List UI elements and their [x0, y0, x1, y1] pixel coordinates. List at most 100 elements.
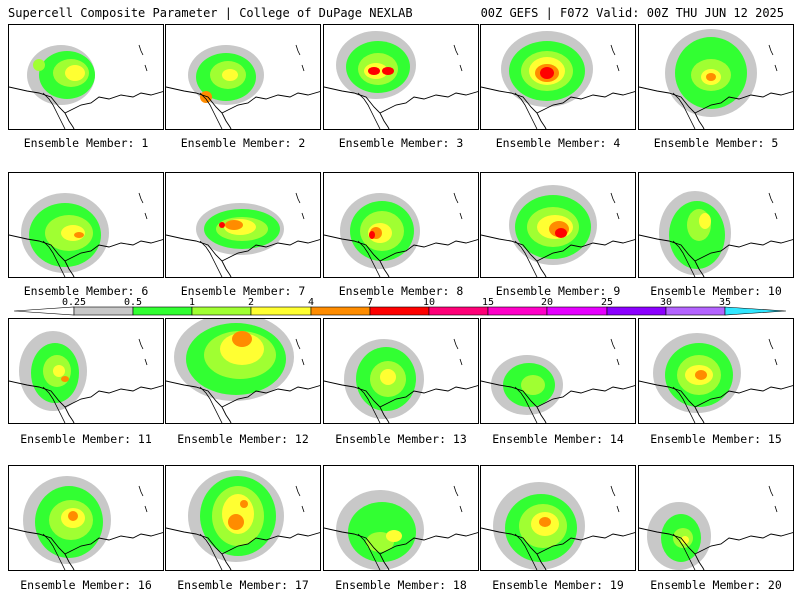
- lake-line: [138, 192, 148, 220]
- scp-contour-green: [348, 502, 416, 562]
- scp-contour-orange: [539, 517, 551, 527]
- lake-line: [768, 338, 778, 366]
- coastline-line: [9, 527, 163, 570]
- lake-line: [768, 44, 778, 72]
- scp-field-5: [639, 29, 793, 129]
- coastline-line: [639, 234, 793, 277]
- ensemble-member-map-18: [323, 465, 479, 571]
- color-scale-tick-label: 30: [659, 297, 673, 308]
- ensemble-member-label: Ensemble Member: 10: [650, 284, 782, 298]
- coastline-line: [324, 234, 478, 277]
- ensemble-member-map-4: [480, 24, 636, 130]
- color-scale-segment: [606, 306, 667, 316]
- coastline-line: [481, 380, 635, 423]
- color-scale-segment: [13, 306, 75, 316]
- lake-line: [295, 44, 305, 72]
- model-run-info: 00Z GEFS | F072 Valid: 00Z THU JUN 12 20…: [480, 6, 784, 20]
- color-scale-tick-label: 4: [307, 297, 315, 308]
- scp-field-8: [324, 192, 478, 277]
- scp-field-2: [166, 44, 320, 129]
- ensemble-member-label: Ensemble Member: 13: [335, 432, 467, 446]
- ensemble-member-map-7: [165, 172, 321, 278]
- scp-field-18: [324, 485, 478, 570]
- color-scale-tick-label: 10: [422, 297, 436, 308]
- scp-field-1: [9, 44, 163, 129]
- ensemble-member-map-19: [480, 465, 636, 571]
- scp-field-10: [639, 191, 793, 277]
- scp-field-9: [481, 185, 635, 277]
- lake-line: [453, 44, 463, 72]
- ensemble-member-label: Ensemble Member: 3: [338, 136, 464, 150]
- color-scale-segment: [487, 306, 548, 316]
- color-scale-segment: [310, 306, 371, 316]
- border-line: [199, 240, 223, 277]
- color-scale-segment: [191, 306, 252, 316]
- scp-contour-yellow: [53, 365, 65, 377]
- color-scale-segment: [665, 306, 726, 316]
- color-scale-tick-label: 15: [481, 297, 495, 308]
- ensemble-member-label: Ensemble Member: 5: [653, 136, 779, 150]
- ensemble-member-label: Ensemble Member: 18: [335, 578, 467, 592]
- color-scale-tick-label: 2: [247, 297, 255, 308]
- color-scale-segment: [369, 306, 430, 316]
- lake-line: [610, 338, 620, 366]
- scp-contour-orange: [240, 500, 248, 508]
- scp-field-7: [166, 192, 320, 277]
- coastline-line: [481, 86, 635, 129]
- lake-line: [295, 338, 305, 366]
- scp-contour-orange: [228, 514, 244, 530]
- color-scale-segment: [546, 306, 608, 316]
- scp-field-17: [166, 470, 320, 570]
- scp-contour-red: [382, 67, 394, 75]
- color-scale-tick-label: 0.25: [61, 297, 87, 308]
- scp-contour-lime: [521, 375, 545, 395]
- ensemble-member-label: Ensemble Member: 2: [180, 136, 306, 150]
- scp-field-13: [324, 338, 478, 423]
- ensemble-member-map-9: [480, 172, 636, 278]
- ensemble-member-map-2: [165, 24, 321, 130]
- ensemble-member-map-1: [8, 24, 164, 130]
- lake-line: [768, 192, 778, 220]
- lake-line: [610, 44, 620, 72]
- coastline-line: [166, 380, 320, 423]
- ensemble-member-label: Ensemble Member: 11: [20, 432, 152, 446]
- ensemble-member-label: Ensemble Member: 7: [180, 284, 306, 298]
- scp-field-15: [639, 333, 793, 423]
- scp-field-12: [166, 319, 320, 423]
- lake-line: [453, 338, 463, 366]
- scp-contour-yellow: [386, 530, 402, 542]
- scp-field-11: [9, 331, 163, 423]
- ensemble-member-label: Ensemble Member: 20: [650, 578, 782, 592]
- lake-line: [138, 485, 148, 513]
- coastline-line: [324, 380, 478, 423]
- scp-contour-yellow: [699, 213, 711, 229]
- scp-contour-yellow: [681, 536, 689, 544]
- scp-field-16: [9, 476, 163, 570]
- lake-line: [295, 485, 305, 513]
- color-scale-bar: [13, 306, 787, 316]
- ensemble-member-label: Ensemble Member: 14: [492, 432, 624, 446]
- coastline-line: [324, 527, 478, 570]
- coastline-line: [481, 527, 635, 570]
- scp-contour-yellow: [222, 69, 238, 81]
- coastline-line: [9, 86, 163, 129]
- ensemble-member-label: Ensemble Member: 19: [492, 578, 624, 592]
- border-line: [199, 92, 223, 129]
- ensemble-member-map-14: [480, 318, 636, 424]
- ensemble-member-map-16: [8, 465, 164, 571]
- scp-field-20: [639, 485, 793, 570]
- color-scale-tick-label: 7: [366, 297, 374, 308]
- coastline-line: [166, 86, 320, 129]
- lake-line: [295, 192, 305, 220]
- border-line: [672, 240, 696, 277]
- scp-contour-red: [540, 67, 554, 79]
- scp-contour-orange: [232, 331, 252, 347]
- ensemble-member-map-6: [8, 172, 164, 278]
- scp-contour-orange: [695, 370, 707, 380]
- ensemble-member-label: Ensemble Member: 4: [495, 136, 621, 150]
- scp-field-4: [481, 31, 635, 129]
- border-line: [357, 533, 381, 570]
- coastline-line: [9, 234, 163, 277]
- border-line: [514, 92, 538, 129]
- ensemble-member-map-12: [165, 318, 321, 424]
